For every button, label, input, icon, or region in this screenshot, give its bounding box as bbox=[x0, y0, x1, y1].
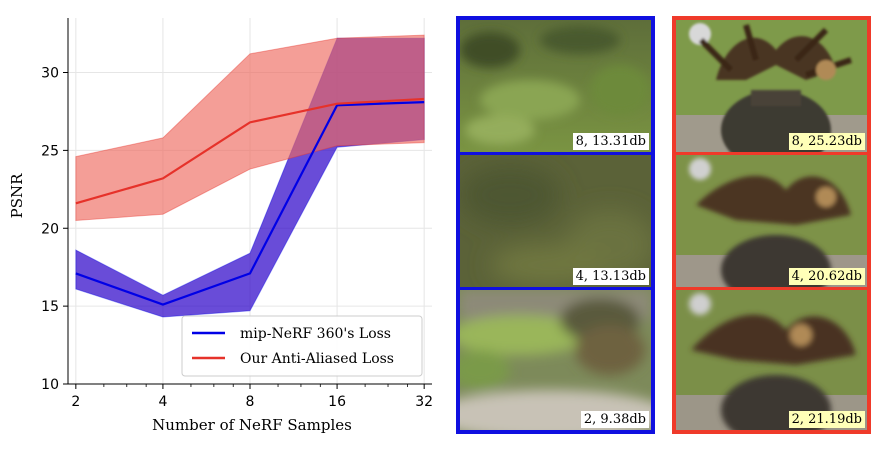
blurry-garden-image bbox=[460, 290, 651, 430]
legend: mip-NeRF 360's Loss Our Anti-Aliased Los… bbox=[181, 315, 423, 377]
our-renders-panel: 8, 25.23db 4, 20.62db bbox=[672, 16, 871, 434]
blurry-grass-image bbox=[460, 20, 651, 152]
x-tick-label: 16 bbox=[328, 394, 346, 410]
blurry-grass-image bbox=[460, 155, 651, 287]
panel-divider bbox=[676, 152, 867, 155]
x-tick-label: 4 bbox=[158, 394, 167, 410]
y-tick-label: 30 bbox=[41, 66, 59, 82]
y-tick-label: 15 bbox=[41, 299, 59, 315]
render-label: 2, 21.19db bbox=[788, 411, 865, 428]
panel-divider bbox=[676, 287, 867, 290]
y-tick-label: 20 bbox=[41, 221, 59, 237]
render-thumbnail: 4, 20.62db bbox=[676, 155, 867, 287]
axes bbox=[63, 18, 432, 389]
y-tick-label: 25 bbox=[41, 143, 59, 159]
x-tick-label: 2 bbox=[71, 394, 80, 410]
panel-divider bbox=[460, 287, 651, 290]
y-tick-label: 10 bbox=[41, 377, 59, 393]
confidence-band bbox=[75, 34, 425, 222]
mean-lines bbox=[75, 97, 425, 306]
render-label: 4, 20.62db bbox=[788, 268, 865, 285]
legend-box bbox=[181, 315, 423, 377]
legend-label-ours: Our Anti-Aliased Loss bbox=[240, 351, 394, 367]
confidence-bands bbox=[75, 34, 425, 318]
render-label: 2, 9.38db bbox=[580, 411, 649, 428]
x-tick-label: 32 bbox=[415, 394, 433, 410]
psnr-chart: 10 15 20 25 30 2 4 8 16 32 Number of NeRF Samples… bbox=[8, 18, 433, 434]
render-thumbnail: 4, 13.13db bbox=[460, 155, 651, 287]
tick-labels: 10 15 20 25 30 2 4 8 16 32 bbox=[41, 66, 433, 410]
x-axis-label: Number of NeRF Samples bbox=[152, 416, 352, 434]
render-label: 8, 25.23db bbox=[788, 133, 865, 150]
y-axis-label: PSNR bbox=[8, 173, 26, 218]
x-tick-label: 8 bbox=[246, 394, 255, 410]
render-thumbnail: 2, 9.38db bbox=[460, 290, 651, 430]
series-line bbox=[75, 101, 425, 306]
panel-divider bbox=[460, 152, 651, 155]
baseline-renders-panel: 8, 13.31db 4, 13.13db bbox=[456, 16, 655, 434]
render-label: 4, 13.13db bbox=[572, 268, 649, 285]
render-thumbnail: 8, 13.31db bbox=[460, 20, 651, 152]
render-thumbnail: 8, 25.23db bbox=[676, 20, 867, 152]
render-thumbnail: 2, 21.19db bbox=[676, 290, 867, 430]
series-line bbox=[75, 97, 425, 205]
render-label: 8, 13.31db bbox=[572, 133, 649, 150]
legend-label-mip-nerf: mip-NeRF 360's Loss bbox=[240, 326, 391, 342]
vase-plant-image bbox=[676, 290, 867, 430]
